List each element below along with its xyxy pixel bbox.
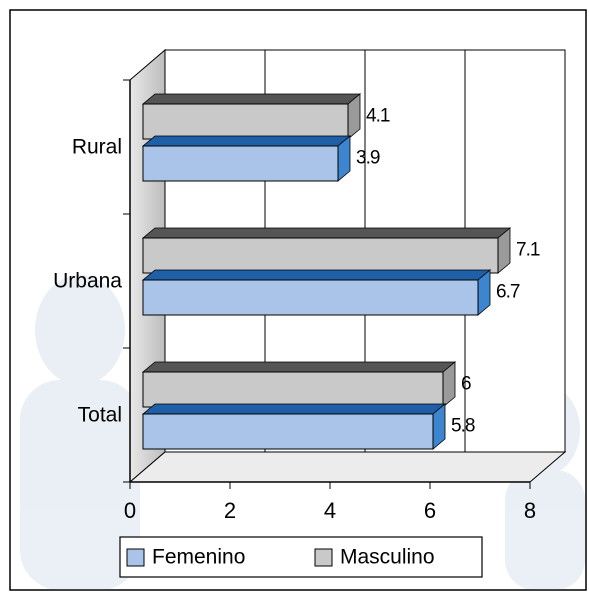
bar — [143, 146, 338, 181]
x-tick-label: 2 — [224, 498, 236, 523]
bar-top — [143, 404, 445, 414]
y-tick-label: Urbana — [53, 270, 122, 293]
bar-group — [143, 404, 445, 449]
bar-group — [143, 270, 490, 315]
bar — [143, 280, 478, 315]
bar-top — [143, 270, 490, 280]
bar — [143, 238, 498, 273]
bar-group — [143, 228, 510, 273]
value-label: 6 — [461, 374, 471, 395]
legend-label: Femenino — [152, 546, 245, 569]
y-tick-label: Total — [78, 404, 122, 427]
bar — [143, 414, 433, 449]
bar-top — [143, 94, 360, 104]
bar-top — [143, 136, 350, 146]
x-tick-label: 0 — [124, 498, 136, 523]
floor — [130, 452, 565, 482]
value-label: 6.7 — [496, 282, 520, 303]
chart: 0 2 4 6 8 Rural 4.1 3.9 Urbana 7.1 6.7 Total 6 5.8 Fem… — [0, 0, 589, 596]
bar-group — [143, 136, 350, 181]
bar — [143, 104, 348, 139]
legend-swatch — [127, 549, 144, 566]
x-tick-label: 6 — [424, 498, 436, 523]
bar-group — [143, 94, 360, 139]
x-tick-label: 4 — [324, 498, 336, 523]
bar-group — [143, 362, 455, 407]
bar — [143, 372, 443, 407]
legend-swatch — [315, 549, 332, 566]
value-label: 7.1 — [516, 240, 540, 261]
value-label: 3.9 — [356, 148, 380, 169]
value-label: 5.8 — [451, 416, 475, 437]
value-label: 4.1 — [366, 106, 390, 127]
y-tick-label: Rural — [72, 136, 122, 159]
bar-top — [143, 228, 510, 238]
x-tick-label: 8 — [524, 498, 536, 523]
legend-label: Masculino — [340, 546, 435, 569]
bar-top — [143, 362, 455, 372]
